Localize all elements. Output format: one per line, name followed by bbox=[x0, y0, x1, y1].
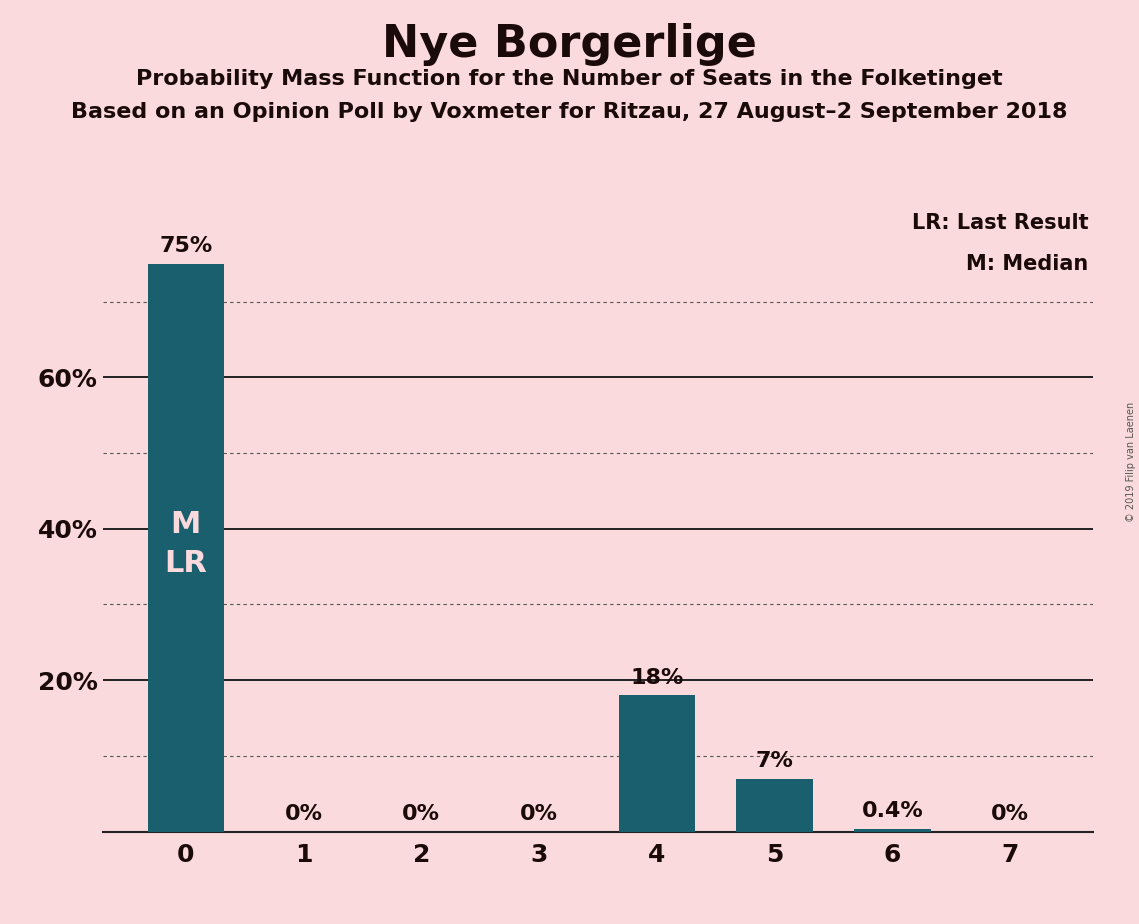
Text: 75%: 75% bbox=[159, 237, 213, 256]
Text: 0%: 0% bbox=[991, 804, 1030, 824]
Text: 0%: 0% bbox=[521, 804, 558, 824]
Text: 0.4%: 0.4% bbox=[861, 801, 924, 821]
Text: Based on an Opinion Poll by Voxmeter for Ritzau, 27 August–2 September 2018: Based on an Opinion Poll by Voxmeter for… bbox=[72, 102, 1067, 122]
Text: M
LR: M LR bbox=[164, 510, 207, 578]
Bar bbox=[736, 779, 813, 832]
Text: 0%: 0% bbox=[285, 804, 322, 824]
Text: Nye Borgerlige: Nye Borgerlige bbox=[382, 23, 757, 67]
Text: LR: Last Result: LR: Last Result bbox=[912, 213, 1089, 233]
Bar bbox=[854, 829, 931, 832]
Bar bbox=[618, 696, 695, 832]
Text: 0%: 0% bbox=[402, 804, 441, 824]
Bar bbox=[148, 264, 224, 832]
Text: 7%: 7% bbox=[755, 751, 794, 771]
Text: Probability Mass Function for the Number of Seats in the Folketinget: Probability Mass Function for the Number… bbox=[137, 69, 1002, 90]
Text: 18%: 18% bbox=[630, 668, 683, 687]
Text: © 2019 Filip van Laenen: © 2019 Filip van Laenen bbox=[1125, 402, 1136, 522]
Text: M: Median: M: Median bbox=[966, 253, 1089, 274]
